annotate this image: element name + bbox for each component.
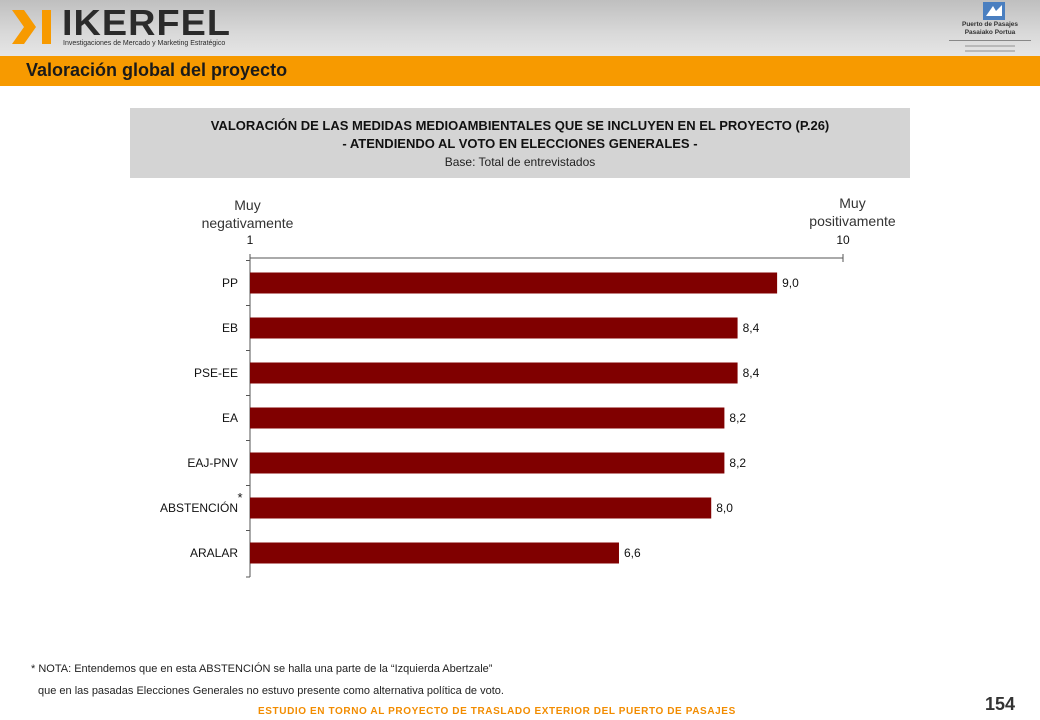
bar-1 (250, 317, 738, 339)
scale-left-line1: Muy (234, 197, 261, 213)
top-header: IKERFEL Investigaciones de Mercado y Mar… (0, 0, 1040, 56)
value-label: 9,0 (782, 276, 799, 290)
port-logo: Puerto de Pasajes Pasaiako Portua (945, 2, 1035, 54)
asterisk-mark: * (237, 490, 242, 505)
category-label: EB (222, 321, 238, 335)
section-bar: Valoración global del proyecto (0, 56, 1040, 86)
x-tick-label: 10 (836, 233, 850, 247)
value-label: 6,6 (624, 546, 641, 560)
port-name-line1: Puerto de Pasajes (962, 21, 1018, 28)
category-label: ABSTENCIÓN (160, 500, 238, 515)
section-title: Valoración global del proyecto (26, 60, 288, 80)
bar-6 (250, 542, 619, 564)
ikerfel-logo-icon (12, 10, 51, 44)
bar-4 (250, 452, 725, 474)
value-label: 8,4 (743, 366, 760, 380)
port-name: Puerto de Pasajes Pasaiako Portua (945, 21, 1035, 37)
brand-logo-text: IKERFEL (62, 2, 232, 43)
bar-3 (250, 407, 725, 429)
port-subtext-line (965, 45, 1015, 47)
value-label: 8,2 (729, 411, 746, 425)
bar-0 (250, 272, 778, 294)
chart-subtitle: - ATENDIENDO AL VOTO EN ELECCIONES GENER… (342, 136, 698, 151)
scale-right-line2: positivamente (809, 213, 896, 229)
brand-tagline: Investigaciones de Mercado y Marketing E… (63, 40, 226, 47)
scale-right-line1: Muy (839, 195, 866, 211)
category-label: EAJ-PNV (187, 456, 238, 470)
value-label: 8,0 (716, 501, 733, 515)
note-line1: * NOTA: Entendemos que en esta ABSTENCIÓ… (31, 663, 493, 675)
bar-2 (250, 362, 738, 384)
page-number: 154 (985, 694, 1016, 714)
bar-5 (250, 497, 712, 519)
footer-text: ESTUDIO EN TORNO AL PROYECTO DE TRASLADO… (258, 706, 736, 717)
note-line2: que en las pasadas Elecciones Generales … (38, 685, 504, 697)
port-divider (949, 40, 1031, 41)
category-label: PSE-EE (194, 366, 238, 380)
chart-title: VALORACIÓN DE LAS MEDIDAS MEDIOAMBIENTAL… (210, 118, 830, 133)
scale-left-line2: negativamente (201, 215, 294, 231)
port-name-line2: Pasaiako Portua (964, 29, 1016, 36)
port-subtext-line (965, 50, 1015, 52)
category-label: EA (222, 411, 238, 425)
chart-header-box: VALORACIÓN DE LAS MEDIDAS MEDIOAMBIENTAL… (130, 108, 910, 178)
category-label: ARALAR (190, 546, 238, 560)
value-label: 8,2 (729, 456, 746, 470)
category-label: PP (222, 276, 238, 290)
scale-right-label: Muy positivamente (790, 194, 915, 230)
x-tick-label: 1 (247, 233, 254, 247)
value-label: 8,4 (743, 321, 760, 335)
chart-base: Base: Total de entrevistados (444, 155, 596, 169)
scale-left-label: Muy negativamente (185, 196, 310, 232)
port-emblem-icon (983, 2, 1005, 20)
